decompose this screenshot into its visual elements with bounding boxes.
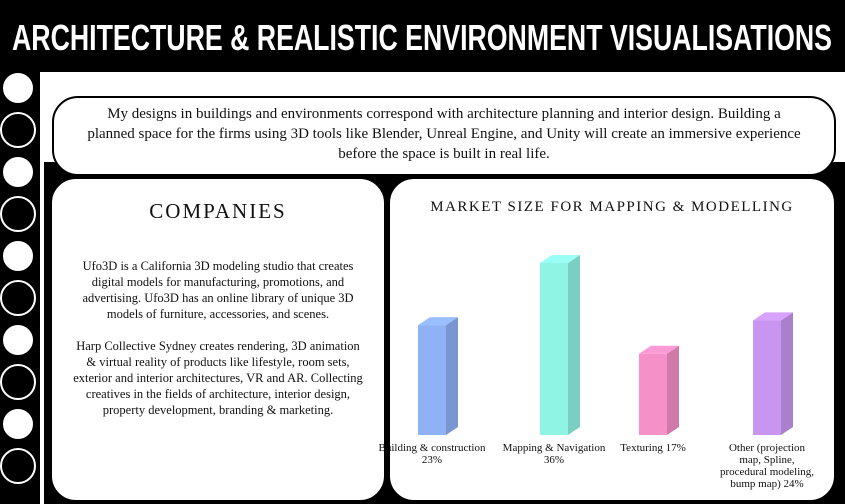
bar-side: [446, 317, 458, 435]
chart-title: MARKET SIZE FOR MAPPING & MODELLING: [430, 199, 794, 215]
bar-top: [639, 345, 679, 354]
chart: [418, 255, 793, 435]
category-label: Building & construction 23%: [378, 442, 486, 466]
bar: [639, 353, 667, 435]
header: ARCHITECTURE & REALISTIC ENVIRONMENT VIS…: [12, 17, 832, 58]
bar-top: [540, 255, 580, 263]
chart-panel: MARKET SIZE FOR MAPPING & MODELLING Buil…: [379, 177, 836, 502]
bar-side: [781, 312, 793, 435]
bar-top: [753, 312, 793, 321]
bar-side: [667, 345, 679, 435]
category-label: Texturing 17%: [620, 442, 686, 454]
category-label: Other (projection map, Spline, procedura…: [719, 442, 815, 490]
intro-text: My designs in buildings and environments…: [87, 106, 801, 162]
bar: [418, 325, 446, 435]
intro: My designs in buildings and environments…: [52, 96, 836, 176]
bar-side: [568, 255, 580, 435]
bar: [540, 263, 568, 435]
header-bar: ARCHITECTURE & REALISTIC ENVIRONMENT VIS…: [0, 0, 845, 72]
company-text: Ufo3D is a California 3D modeling studio…: [82, 259, 354, 321]
company-text: Harp Collective Sydney creates rendering…: [73, 339, 363, 417]
page-title: ARCHITECTURE & REALISTIC ENVIRONMENT VIS…: [12, 17, 832, 58]
companies-heading: COMPANIES: [149, 199, 287, 223]
bar-top: [418, 317, 458, 326]
companies-panel: COMPANIES Ufo3D is a California 3D model…: [50, 177, 386, 502]
category-label: Mapping & Navigation 36%: [502, 442, 606, 466]
bar: [753, 320, 781, 435]
